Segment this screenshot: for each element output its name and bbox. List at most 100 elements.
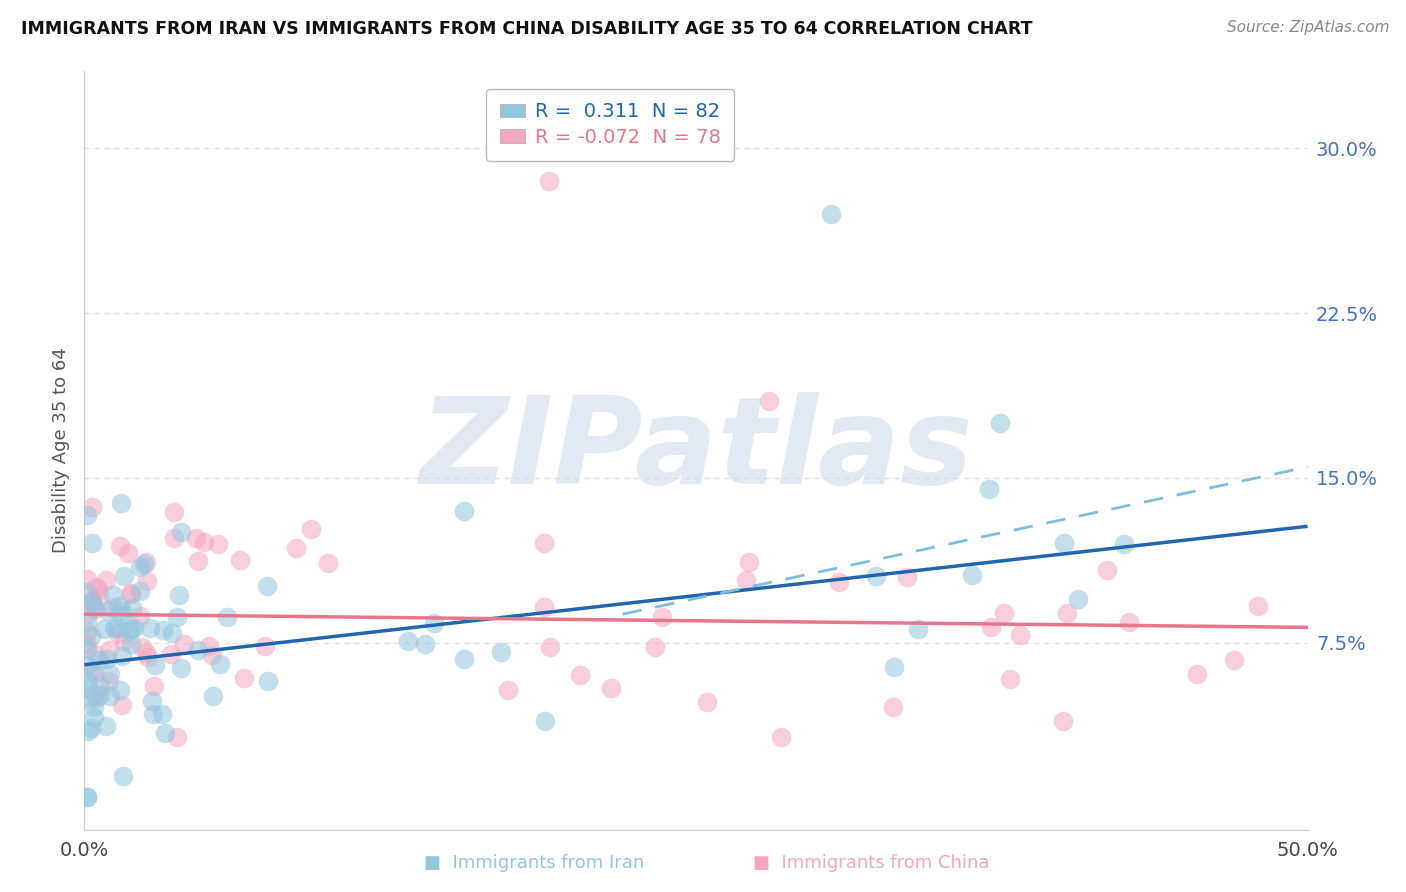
Point	[187, 554, 209, 568]
Point	[496, 682, 519, 697]
Point	[83, 686, 105, 700]
Point	[533, 536, 555, 550]
Point	[84, 580, 107, 594]
Point	[228, 552, 250, 566]
Point	[1067, 592, 1090, 607]
Point	[76, 657, 98, 672]
Point	[80, 592, 103, 607]
Point	[96, 573, 118, 587]
Point	[651, 609, 673, 624]
Text: Source: ZipAtlas.com: Source: ZipAtlas.com	[1226, 20, 1389, 35]
Point	[160, 647, 183, 661]
Point	[76, 508, 98, 522]
Y-axis label: Disability Age 35 to 64: Disability Age 35 to 64	[52, 348, 70, 553]
Point	[103, 621, 125, 635]
Point	[198, 639, 221, 653]
Point	[134, 557, 156, 571]
Point	[163, 531, 186, 545]
Point	[207, 537, 229, 551]
Point	[907, 622, 929, 636]
Point	[209, 657, 232, 671]
Point	[110, 609, 132, 624]
Point	[80, 535, 103, 549]
Point	[993, 606, 1015, 620]
Point	[86, 691, 108, 706]
Point	[167, 588, 190, 602]
Legend: R =  0.311  N = 82, R = -0.072  N = 78: R = 0.311 N = 82, R = -0.072 N = 78	[486, 88, 734, 161]
Point	[98, 667, 121, 681]
Point	[153, 726, 176, 740]
Point	[101, 600, 124, 615]
Point	[76, 625, 98, 640]
Point	[737, 555, 759, 569]
Point	[152, 624, 174, 638]
Point	[187, 643, 209, 657]
Text: IMMIGRANTS FROM IRAN VS IMMIGRANTS FROM CHINA DISABILITY AGE 35 TO 64 CORRELATIO: IMMIGRANTS FROM IRAN VS IMMIGRANTS FROM …	[21, 20, 1032, 37]
Point	[1118, 615, 1140, 629]
Point	[98, 689, 121, 703]
Point	[820, 207, 842, 221]
Point	[139, 621, 162, 635]
Point	[184, 531, 207, 545]
Point	[201, 690, 224, 704]
Point	[80, 721, 103, 735]
Point	[76, 615, 98, 629]
Point	[413, 637, 436, 651]
Point	[76, 681, 98, 696]
Point	[97, 604, 120, 618]
Point	[533, 599, 555, 614]
Text: ■  Immigrants from China: ■ Immigrants from China	[754, 855, 990, 872]
Point	[988, 416, 1011, 430]
Point	[114, 569, 136, 583]
Point	[89, 680, 111, 694]
Point	[600, 681, 623, 695]
Point	[84, 648, 107, 662]
Point	[79, 629, 101, 643]
Point	[121, 601, 143, 615]
Point	[103, 588, 125, 602]
Point	[93, 622, 115, 636]
Point	[1247, 599, 1270, 613]
Point	[423, 615, 446, 630]
Point	[285, 541, 308, 556]
Point	[96, 719, 118, 733]
Point	[769, 730, 792, 744]
Point	[1112, 537, 1135, 551]
Point	[256, 579, 278, 593]
Point	[568, 668, 591, 682]
Point	[112, 634, 135, 648]
Point	[173, 637, 195, 651]
Point	[111, 604, 134, 618]
Point	[83, 710, 105, 724]
Point	[316, 556, 339, 570]
Point	[89, 689, 111, 703]
Point	[141, 694, 163, 708]
Point	[77, 674, 100, 689]
Point	[256, 674, 278, 689]
Point	[129, 559, 152, 574]
Point	[86, 582, 108, 596]
Point	[980, 620, 1002, 634]
Point	[87, 653, 110, 667]
Point	[117, 545, 139, 559]
Point	[135, 646, 157, 660]
Point	[977, 482, 1000, 496]
Point	[76, 789, 98, 804]
Point	[232, 671, 254, 685]
Point	[883, 660, 905, 674]
Point	[398, 634, 420, 648]
Point	[1053, 536, 1076, 550]
Text: ZIPatlas: ZIPatlas	[419, 392, 973, 509]
Point	[491, 645, 513, 659]
Point	[1010, 627, 1032, 641]
Point	[1185, 666, 1208, 681]
Point	[735, 574, 758, 588]
Point	[97, 674, 120, 689]
Point	[960, 567, 983, 582]
Point	[882, 700, 904, 714]
Point	[170, 525, 193, 540]
Text: ■  Immigrants from Iran: ■ Immigrants from Iran	[425, 855, 644, 872]
Point	[644, 640, 666, 654]
Point	[111, 698, 134, 713]
Point	[129, 583, 152, 598]
